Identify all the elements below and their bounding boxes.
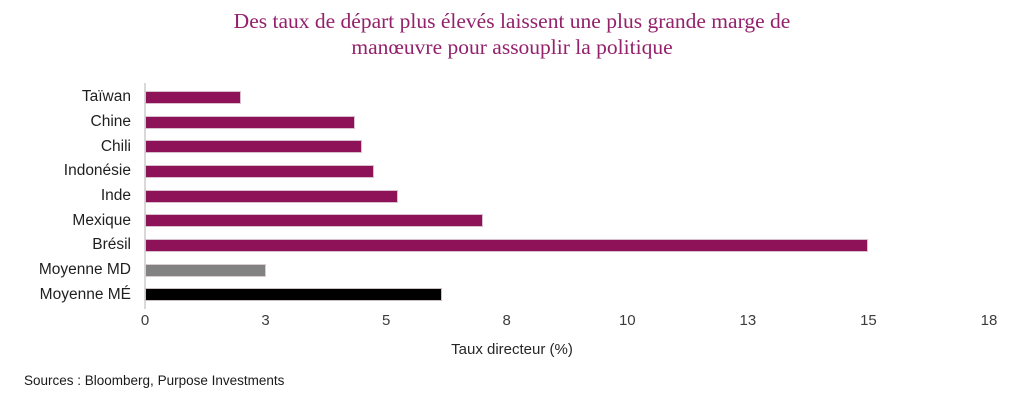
chart-row: Inde xyxy=(0,184,989,209)
chart-title: Des taux de départ plus élevés laissent … xyxy=(0,8,1024,60)
bar-track xyxy=(145,214,989,228)
category-label: Moyenne MD xyxy=(38,261,131,279)
x-tick-label: 5 xyxy=(381,312,391,329)
bar xyxy=(145,115,355,129)
chart-title-line1: Des taux de départ plus élevés laissent … xyxy=(233,9,791,33)
bar xyxy=(145,189,399,203)
chart-title-line2: manœuvre pour assouplir la politique xyxy=(351,35,673,59)
x-tick-label: 3 xyxy=(261,312,270,329)
source-note: Sources : Bloomberg, Purpose Investments xyxy=(24,373,285,388)
plot-area: Taïwan Chine Chili Indonésie Inde Mexique Brés… xyxy=(0,85,989,307)
bar xyxy=(145,140,363,154)
category-label: Moyenne MÉ xyxy=(39,285,131,303)
bar xyxy=(145,90,242,104)
category-label: Chine xyxy=(90,113,132,131)
chart-row: Brésil xyxy=(0,233,989,258)
category-label: Inde xyxy=(100,187,131,205)
x-tick-label: 15 xyxy=(860,312,877,329)
category-label: Taïwan xyxy=(81,88,131,106)
chart-row: Moyenne MD xyxy=(0,258,989,283)
x-tick-label: 13 xyxy=(739,312,757,329)
bar-track xyxy=(145,90,989,104)
bar xyxy=(145,288,442,302)
bar xyxy=(145,238,869,252)
chart-row: Chine xyxy=(0,110,989,135)
bar-track xyxy=(145,164,989,178)
bar-track xyxy=(145,140,989,154)
x-tick-label: 0 xyxy=(140,312,150,329)
category-label: Brésil xyxy=(92,236,131,254)
bar xyxy=(145,263,266,277)
chart-row: Chili xyxy=(0,134,989,159)
x-axis-ticks: 0 3 5 8 10 13 15 18 xyxy=(141,312,998,332)
bar-track xyxy=(145,288,989,302)
x-tick-label: 8 xyxy=(502,312,511,329)
chart-row: Taïwan xyxy=(0,85,989,110)
bar-track xyxy=(145,238,989,252)
bar-track xyxy=(145,189,989,203)
chart-row: Moyenne MÉ xyxy=(0,283,989,308)
bar-track xyxy=(145,263,989,277)
x-axis-label: Taux directeur (%) xyxy=(451,341,573,358)
category-label: Indonésie xyxy=(63,162,131,180)
bar xyxy=(145,164,375,178)
x-tick-label: 10 xyxy=(618,312,636,329)
category-label: Chili xyxy=(100,137,131,155)
x-tick-label: 18 xyxy=(980,312,998,329)
category-label: Mexique xyxy=(72,211,131,229)
bar xyxy=(145,214,483,228)
chart-row: Indonésie xyxy=(0,159,989,184)
chart-row: Mexique xyxy=(0,208,989,233)
bar-track xyxy=(145,115,989,129)
